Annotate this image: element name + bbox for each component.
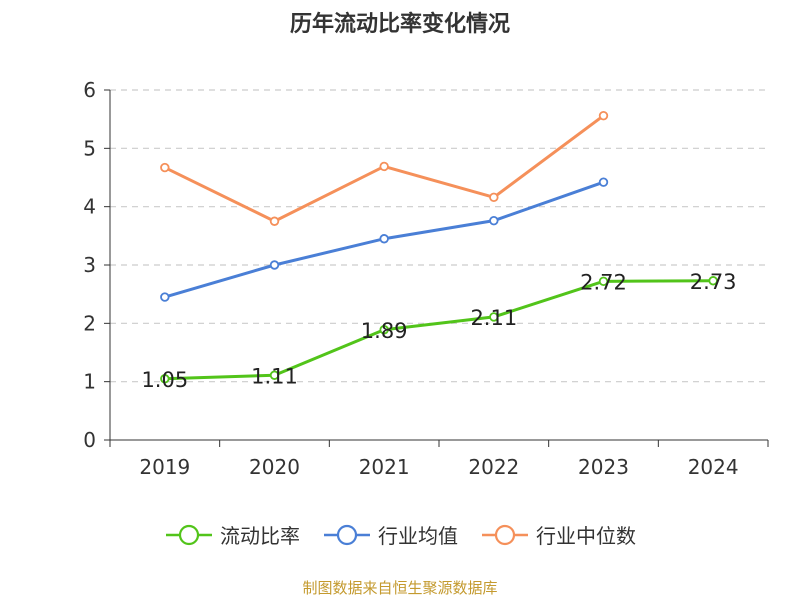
series-group	[160, 110, 718, 384]
y-tick-label: 2	[83, 311, 96, 335]
x-tick-label: 2019	[139, 455, 190, 479]
data-point	[379, 161, 389, 172]
legend-line-circle-icon	[166, 524, 212, 545]
data-point	[379, 234, 389, 244]
source-note: 制图数据来自恒生聚源数据库	[302, 579, 498, 597]
y-tick-label: 3	[83, 253, 96, 277]
data-label: 1.89	[361, 319, 408, 343]
data-label: 1.05	[141, 368, 188, 392]
legend-label: 行业均值	[378, 524, 458, 548]
data-point	[708, 276, 718, 286]
data-point	[489, 192, 499, 203]
data-point	[269, 370, 280, 380]
data-point	[269, 260, 280, 270]
data-point	[598, 276, 609, 287]
axes: 0 1 2 3 4 5 6 2019 2020 2021 2022 2023 2024	[83, 78, 769, 479]
data-point	[160, 162, 170, 173]
y-tick-label: 4	[83, 195, 96, 219]
y-tick-label: 6	[83, 78, 96, 102]
data-point	[489, 312, 499, 322]
y-tick-label: 5	[83, 136, 96, 160]
y-tick-label: 1	[83, 370, 96, 394]
data-point	[160, 374, 170, 384]
series-line	[163, 279, 715, 381]
x-tick-label: 2024	[688, 455, 739, 479]
legend-item[interactable]: 行业均值	[322, 520, 458, 549]
legend-label: 流动比率	[220, 524, 300, 548]
x-tick-label: 2023	[578, 455, 629, 479]
legend: 流动比率 行业均值 行业中位数	[0, 520, 800, 549]
legend-line-circle-icon	[324, 524, 370, 545]
data-point	[598, 110, 609, 121]
legend-line-circle-icon	[482, 524, 528, 545]
data-label: 2.73	[690, 270, 737, 294]
x-tick-label: 2022	[468, 455, 519, 479]
data-point	[489, 215, 499, 226]
data-label: 2.11	[470, 306, 517, 330]
legend-item[interactable]: 行业中位数	[480, 520, 636, 549]
data-label: 2.72	[580, 270, 627, 294]
gridlines	[110, 89, 768, 383]
data-point	[379, 325, 389, 335]
legend-label: 行业中位数	[536, 524, 636, 548]
data-point	[598, 177, 609, 187]
data-labels: 1.05 1.11 1.89 2.11 2.72 2.73	[141, 270, 736, 392]
data-point	[269, 216, 280, 226]
x-tick-label: 2021	[359, 455, 410, 479]
chart-title: 历年流动比率变化情况	[289, 12, 510, 37]
legend-item[interactable]: 流动比率	[164, 520, 300, 549]
x-tick-label: 2020	[249, 455, 300, 479]
y-tick-label: 0	[83, 428, 96, 452]
data-point	[160, 292, 170, 302]
data-label: 1.11	[251, 364, 298, 388]
